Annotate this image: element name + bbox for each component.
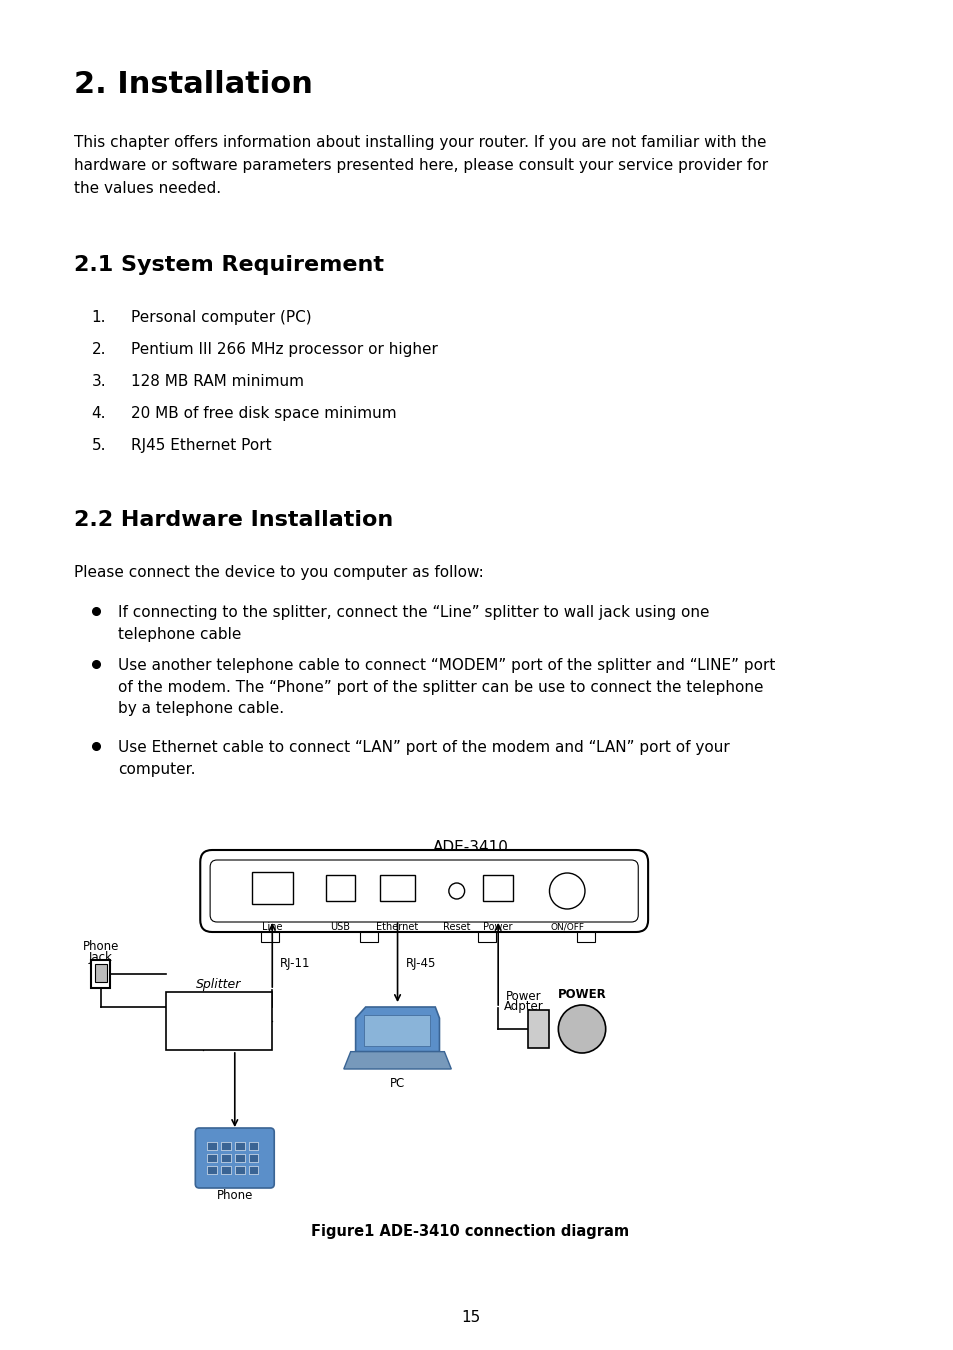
Text: RJ45 Ethernet Port: RJ45 Ethernet Port: [132, 437, 272, 454]
Text: Splitter: Splitter: [196, 977, 241, 991]
Bar: [359, 931, 377, 942]
Text: Phone: Phone: [82, 940, 119, 953]
Text: 2.1 System Requirement: 2.1 System Requirement: [74, 255, 384, 275]
Bar: [91, 960, 111, 988]
Text: 128 MB RAM minimum: 128 MB RAM minimum: [132, 374, 304, 389]
Text: PC: PC: [390, 1077, 405, 1089]
Text: Line: Line: [171, 1000, 195, 1012]
Bar: [527, 1010, 549, 1048]
Bar: [166, 992, 272, 1050]
Text: Reset: Reset: [442, 922, 470, 931]
Text: 20 MB of free disk space minimum: 20 MB of free disk space minimum: [132, 406, 396, 421]
Text: RJ-45: RJ-45: [405, 957, 436, 971]
Bar: [207, 1154, 216, 1162]
Bar: [234, 1142, 244, 1150]
Text: 2. Installation: 2. Installation: [74, 70, 313, 99]
FancyBboxPatch shape: [210, 860, 638, 922]
Polygon shape: [355, 1007, 439, 1052]
Text: Phone: Phone: [216, 1189, 253, 1202]
Bar: [221, 1166, 231, 1174]
Polygon shape: [343, 1052, 451, 1069]
Text: 15: 15: [460, 1310, 479, 1324]
Text: Line: Line: [262, 922, 282, 931]
Text: POWER: POWER: [558, 988, 606, 1000]
Bar: [249, 1154, 258, 1162]
Bar: [252, 872, 293, 904]
Text: 4.: 4.: [91, 406, 106, 421]
Bar: [221, 1142, 231, 1150]
Bar: [234, 1166, 244, 1174]
Bar: [207, 1166, 216, 1174]
Text: Use another telephone cable to connect “MODEM” port of the splitter and “LINE” p: Use another telephone cable to connect “…: [118, 657, 775, 717]
Circle shape: [558, 1004, 605, 1053]
Bar: [249, 1142, 258, 1150]
Text: 3.: 3.: [91, 374, 106, 389]
Bar: [234, 1154, 244, 1162]
Circle shape: [448, 883, 464, 899]
Text: Modem: Modem: [207, 998, 251, 1010]
Bar: [207, 1142, 216, 1150]
Bar: [478, 931, 496, 942]
Text: 2.2 Hardware Installation: 2.2 Hardware Installation: [74, 510, 393, 531]
Bar: [379, 875, 415, 900]
Text: Adpter: Adpter: [503, 1000, 543, 1012]
Text: Pentium III 266 MHz processor or higher: Pentium III 266 MHz processor or higher: [132, 342, 437, 356]
Text: Use Ethernet cable to connect “LAN” port of the modem and “LAN” port of your
com: Use Ethernet cable to connect “LAN” port…: [118, 740, 729, 776]
Text: 5.: 5.: [91, 437, 106, 454]
Bar: [325, 875, 355, 900]
Text: Power: Power: [483, 922, 513, 931]
Text: USB: USB: [330, 922, 350, 931]
Ellipse shape: [549, 873, 584, 909]
Text: ADE-3410: ADE-3410: [432, 840, 508, 855]
Text: 1.: 1.: [91, 310, 106, 325]
Text: RJ-11: RJ-11: [280, 957, 311, 971]
Bar: [483, 875, 513, 900]
FancyBboxPatch shape: [200, 850, 647, 931]
Text: Phone: Phone: [207, 1025, 243, 1037]
Text: Figure1 ADE-3410 connection diagram: Figure1 ADE-3410 connection diagram: [312, 1224, 629, 1239]
Bar: [249, 1166, 258, 1174]
Bar: [221, 1154, 231, 1162]
Bar: [94, 964, 107, 981]
Text: ON/OFF: ON/OFF: [550, 922, 583, 931]
Text: If connecting to the splitter, connect the “Line” splitter to wall jack using on: If connecting to the splitter, connect t…: [118, 605, 709, 641]
Text: ⏻: ⏻: [577, 1022, 586, 1037]
Bar: [363, 1015, 429, 1046]
Text: Power: Power: [505, 990, 541, 1003]
Text: This chapter offers information about installing your router. If you are not fam: This chapter offers information about in…: [74, 135, 767, 196]
Bar: [261, 931, 279, 942]
FancyBboxPatch shape: [195, 1129, 274, 1188]
Text: Ethernet: Ethernet: [376, 922, 418, 931]
Text: 2.: 2.: [91, 342, 106, 356]
Text: Please connect the device to you computer as follow:: Please connect the device to you compute…: [74, 566, 483, 580]
Text: Jack: Jack: [89, 950, 112, 964]
Bar: [577, 931, 595, 942]
Text: Personal computer (PC): Personal computer (PC): [132, 310, 312, 325]
